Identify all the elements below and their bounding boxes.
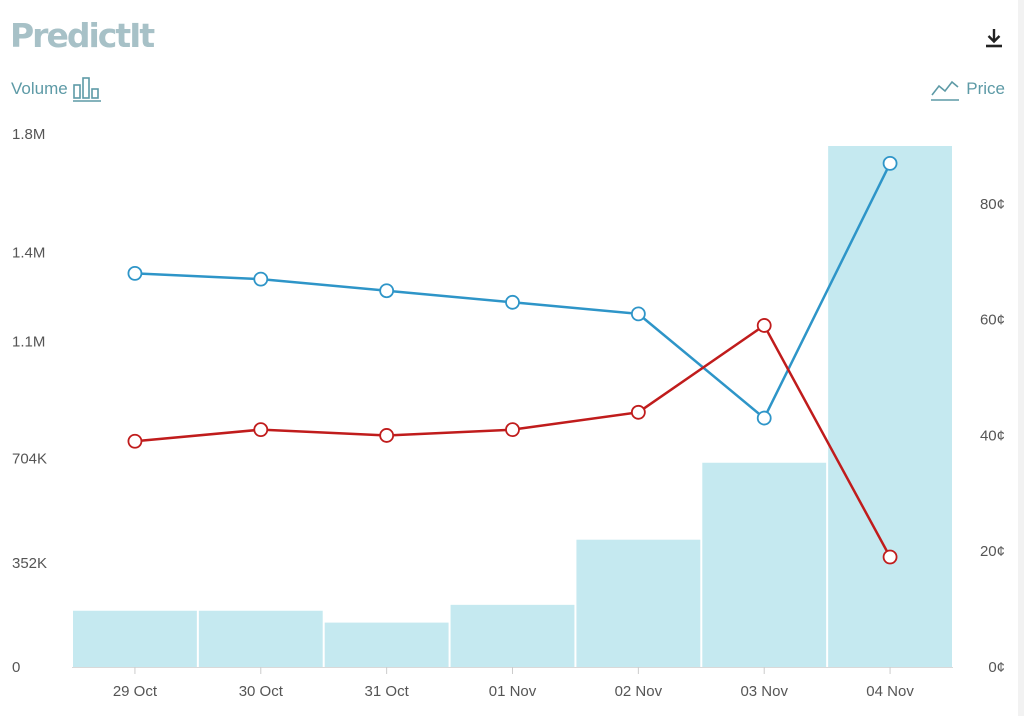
left-tick-label: 1.1M (12, 333, 45, 350)
volume-legend[interactable]: Volume (11, 76, 102, 102)
right-tick-label: 40¢ (980, 427, 1005, 444)
volume-label: Volume (11, 79, 68, 98)
bar-chart-icon (72, 77, 101, 102)
price-point-2 (882, 549, 898, 565)
x-tick-label: 31 Oct (365, 683, 410, 700)
line-chart-cent-icon (931, 80, 960, 101)
price-point-1 (379, 283, 395, 299)
volume-bar (702, 462, 827, 667)
price-label: Price (966, 79, 1005, 98)
left-tick-label: 1.8M (12, 126, 45, 143)
price-point-2 (505, 422, 520, 438)
download-icon[interactable] (982, 26, 1006, 50)
volume-bar (828, 146, 952, 667)
price-point-1 (505, 294, 520, 310)
price-line-1 (134, 162, 892, 420)
x-tick-label: 29 Oct (113, 683, 158, 700)
price-point-2 (379, 428, 395, 443)
volume-bar (324, 622, 449, 667)
left-tick-label: 704K (12, 451, 47, 468)
volume-bar (73, 610, 197, 667)
x-tick-label: 01 Nov (489, 683, 537, 700)
price-point-2 (253, 422, 269, 438)
price-point-2 (127, 433, 143, 449)
price-point-2 (756, 318, 772, 333)
right-tick-label: 20¢ (980, 543, 1005, 560)
volume-bar (198, 610, 323, 667)
predictit-logo: PredictIt (10, 14, 155, 58)
price-point-1 (630, 306, 646, 322)
price-point-1 (756, 410, 772, 426)
right-tick-label: 0¢ (988, 659, 1005, 676)
right-tick-label: 60¢ (980, 312, 1005, 329)
price-point-1 (253, 271, 269, 287)
price-legend[interactable]: Price (930, 76, 1005, 102)
scroll-edge (1018, 0, 1024, 716)
logo-text: PredictIt (10, 16, 155, 55)
volume-bar (450, 604, 575, 667)
x-tick-label: 04 Nov (866, 683, 914, 700)
left-tick-label: 1.4M (12, 245, 45, 262)
price-point-1 (127, 265, 143, 281)
volume-bar (576, 539, 701, 667)
left-tick-label: 0 (12, 659, 20, 676)
left-tick-label: 352K (12, 555, 47, 572)
x-tick-label: 03 Nov (740, 683, 788, 700)
price-point-2 (630, 404, 646, 420)
right-tick-label: 80¢ (980, 196, 1005, 213)
price-point-1 (882, 155, 898, 171)
x-tick-label: 30 Oct (239, 683, 284, 700)
x-tick-label: 02 Nov (615, 683, 663, 700)
